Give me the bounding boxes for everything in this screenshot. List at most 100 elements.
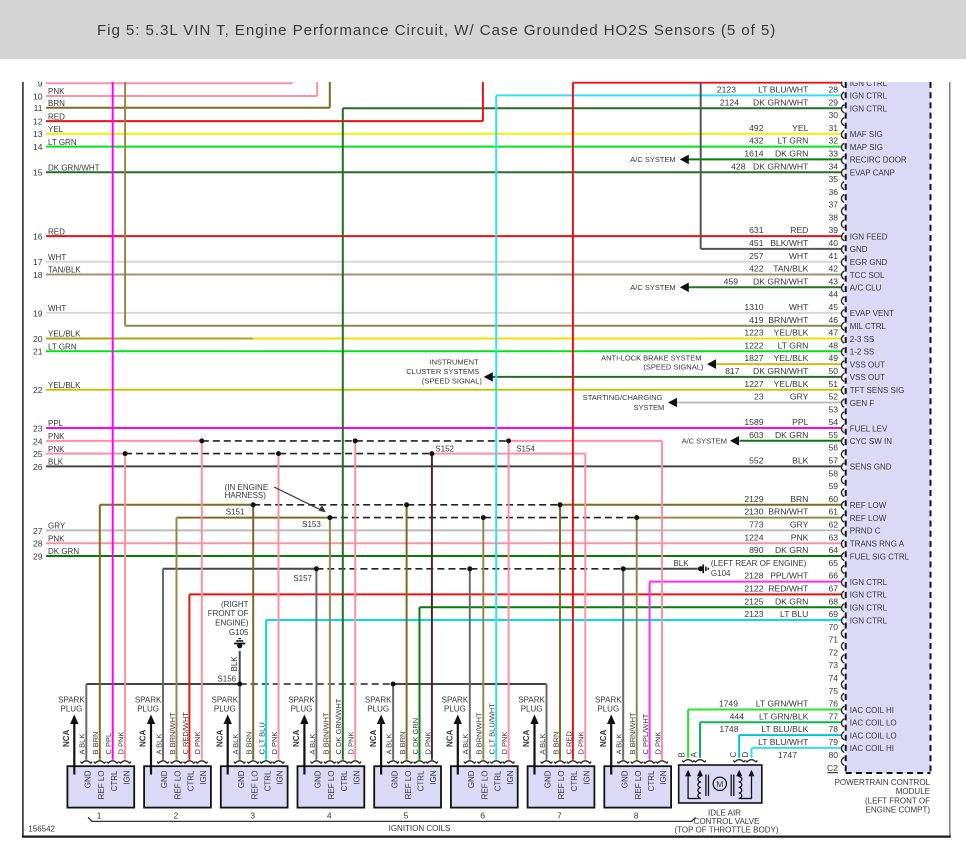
svg-text:WHT: WHT	[48, 253, 66, 262]
svg-text:2128: 2128	[744, 571, 763, 581]
svg-text:GND: GND	[850, 245, 868, 254]
svg-text:PNK: PNK	[791, 532, 809, 542]
svg-text:PLUG: PLUG	[367, 705, 389, 714]
svg-text:49: 49	[828, 353, 838, 363]
svg-text:631: 631	[749, 225, 764, 235]
svg-text:SENS GND: SENS GND	[850, 463, 892, 472]
svg-text:LT BLU/WHT: LT BLU/WHT	[758, 737, 809, 747]
svg-text:773: 773	[749, 520, 764, 530]
svg-text:SPARK: SPARK	[212, 695, 239, 704]
svg-text:74: 74	[828, 673, 838, 683]
svg-text:SPARK: SPARK	[58, 695, 85, 704]
svg-text:8: 8	[634, 810, 639, 820]
svg-text:NCA: NCA	[369, 729, 378, 747]
svg-text:A BLK: A BLK	[78, 734, 87, 755]
svg-text:24: 24	[33, 436, 43, 446]
svg-text:PLUG: PLUG	[61, 705, 83, 714]
svg-text:603: 603	[749, 430, 764, 440]
svg-text:GRY: GRY	[790, 520, 809, 530]
svg-text:D PNK: D PNK	[347, 732, 356, 755]
svg-text:CTRL: CTRL	[417, 770, 426, 791]
svg-text:C2: C2	[827, 763, 838, 773]
svg-text:19: 19	[33, 308, 43, 318]
svg-text:20: 20	[33, 334, 43, 344]
svg-text:LT GRN: LT GRN	[778, 136, 809, 146]
svg-text:25: 25	[33, 449, 43, 459]
svg-text:GND: GND	[620, 770, 629, 788]
svg-text:A BLK: A BLK	[154, 734, 163, 755]
svg-text:D PNK: D PNK	[270, 732, 279, 755]
svg-text:(LEFT FRONT OF: (LEFT FRONT OF	[865, 796, 930, 805]
svg-text:76: 76	[828, 699, 838, 709]
svg-text:PLUG: PLUG	[521, 705, 543, 714]
svg-text:71: 71	[828, 635, 838, 645]
svg-text:PNK: PNK	[48, 87, 65, 96]
svg-text:14: 14	[33, 142, 43, 152]
svg-text:REF LO: REF LO	[557, 771, 566, 800]
svg-text:GRY: GRY	[790, 392, 809, 402]
svg-text:EVAP CANP: EVAP CANP	[850, 169, 895, 178]
svg-text:1222: 1222	[744, 340, 763, 350]
svg-text:64: 64	[828, 545, 838, 555]
svg-text:CONTROL VALVE: CONTROL VALVE	[694, 817, 760, 826]
svg-text:DK GRN/WHT: DK GRN/WHT	[753, 276, 809, 286]
svg-text:REF LO: REF LO	[250, 771, 259, 800]
svg-text:492: 492	[749, 123, 764, 133]
svg-text:CTRL: CTRL	[570, 770, 579, 791]
svg-text:79: 79	[828, 737, 838, 747]
svg-text:LT GRN/WHT: LT GRN/WHT	[756, 699, 809, 709]
svg-text:REF LO: REF LO	[97, 771, 106, 800]
svg-text:432: 432	[749, 136, 764, 146]
svg-text:34: 34	[828, 161, 838, 171]
svg-text:1614: 1614	[744, 149, 763, 159]
svg-text:63: 63	[828, 532, 838, 542]
svg-text:IGN: IGN	[352, 770, 361, 784]
svg-text:S153: S153	[302, 520, 321, 529]
svg-text:IGN FEED: IGN FEED	[850, 232, 888, 241]
svg-text:TAN/BLK: TAN/BLK	[48, 266, 81, 275]
svg-text:PLUG: PLUG	[444, 705, 466, 714]
svg-text:51: 51	[828, 379, 838, 389]
svg-text:47: 47	[828, 328, 838, 338]
svg-text:2122: 2122	[744, 584, 763, 594]
svg-text:(SPEED SIGNAL): (SPEED SIGNAL)	[422, 377, 483, 386]
svg-text:50: 50	[828, 366, 838, 376]
svg-text:26: 26	[33, 462, 43, 472]
svg-text:NCA: NCA	[292, 729, 301, 747]
svg-text:S152: S152	[435, 445, 454, 454]
svg-text:C LT BLU/WHT: C LT BLU/WHT	[488, 703, 497, 755]
svg-text:2124: 2124	[720, 97, 739, 107]
svg-text:DK GRN/WHT: DK GRN/WHT	[48, 163, 100, 172]
svg-text:4: 4	[327, 810, 332, 820]
svg-text:62: 62	[828, 520, 838, 530]
svg-text:CTRL: CTRL	[110, 770, 119, 791]
svg-text:IAC COIL HI: IAC COIL HI	[850, 744, 894, 753]
svg-text:MAF SIG: MAF SIG	[850, 130, 883, 139]
svg-text:22: 22	[33, 385, 43, 395]
svg-text:DK GRN/WHT: DK GRN/WHT	[753, 97, 809, 107]
svg-text:27: 27	[33, 526, 43, 536]
svg-text:12: 12	[33, 117, 43, 127]
svg-text:257: 257	[749, 251, 764, 261]
svg-text:RECIRC DOOR: RECIRC DOOR	[850, 156, 907, 165]
svg-text:BLK/WHT: BLK/WHT	[770, 238, 809, 248]
svg-text:IGNITION COILS: IGNITION COILS	[389, 824, 451, 833]
svg-text:2125: 2125	[744, 596, 763, 606]
svg-text:1827: 1827	[744, 353, 763, 363]
svg-text:DK GRN/WHT: DK GRN/WHT	[753, 161, 809, 171]
svg-text:16: 16	[33, 232, 43, 242]
svg-text:NCA: NCA	[446, 729, 455, 747]
svg-text:GND: GND	[314, 770, 323, 788]
svg-text:1748: 1748	[719, 724, 738, 734]
svg-text:IAC COIL LO: IAC COIL LO	[850, 731, 897, 740]
svg-text:YEL/BLK: YEL/BLK	[774, 353, 809, 363]
svg-text:5: 5	[404, 810, 409, 820]
svg-text:PPL: PPL	[48, 419, 64, 428]
svg-text:3: 3	[250, 810, 255, 820]
svg-text:CLUSTER SYSTEMS: CLUSTER SYSTEMS	[406, 367, 479, 376]
svg-text:56: 56	[828, 443, 838, 453]
svg-text:IAC COIL HI: IAC COIL HI	[850, 706, 894, 715]
svg-text:PLUG: PLUG	[597, 705, 619, 714]
svg-text:IGN: IGN	[506, 770, 515, 784]
svg-text:13: 13	[33, 129, 43, 139]
